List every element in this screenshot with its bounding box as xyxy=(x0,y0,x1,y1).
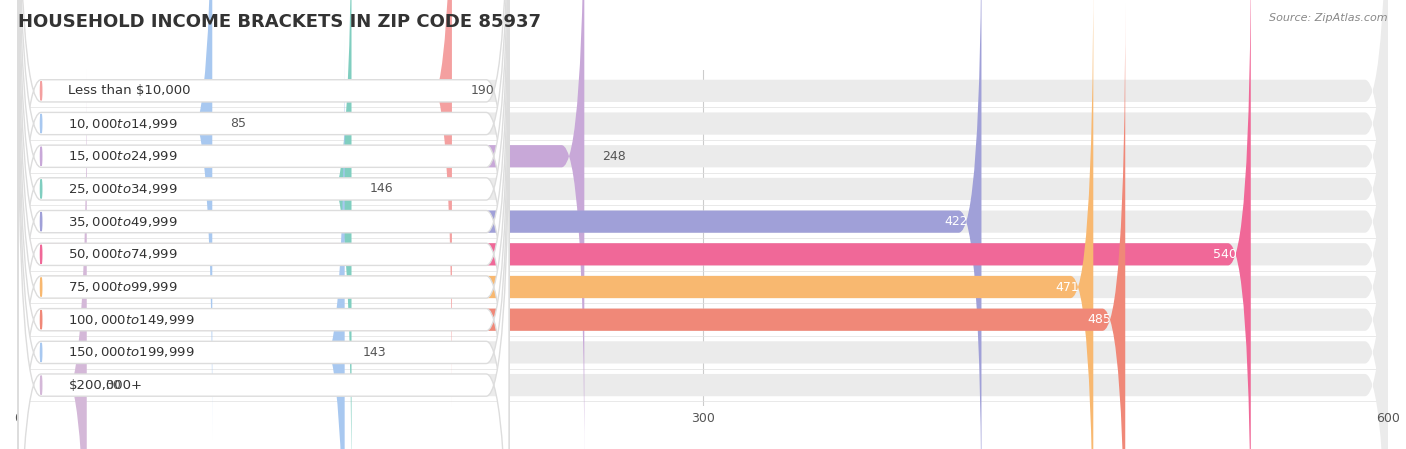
Text: $75,000 to $99,999: $75,000 to $99,999 xyxy=(69,280,179,294)
FancyBboxPatch shape xyxy=(18,0,509,449)
Text: $150,000 to $199,999: $150,000 to $199,999 xyxy=(69,345,195,359)
FancyBboxPatch shape xyxy=(18,69,509,449)
FancyBboxPatch shape xyxy=(18,0,509,449)
FancyBboxPatch shape xyxy=(18,0,1388,440)
FancyBboxPatch shape xyxy=(18,0,981,449)
Text: $35,000 to $49,999: $35,000 to $49,999 xyxy=(69,215,179,229)
FancyBboxPatch shape xyxy=(18,0,509,449)
FancyBboxPatch shape xyxy=(18,0,1094,449)
FancyBboxPatch shape xyxy=(18,0,1388,407)
Text: Source: ZipAtlas.com: Source: ZipAtlas.com xyxy=(1270,13,1388,23)
FancyBboxPatch shape xyxy=(18,0,1388,449)
Text: 471: 471 xyxy=(1056,281,1080,294)
Text: 146: 146 xyxy=(370,182,394,195)
Text: 485: 485 xyxy=(1088,313,1112,326)
Text: $25,000 to $34,999: $25,000 to $34,999 xyxy=(69,182,179,196)
FancyBboxPatch shape xyxy=(18,4,1388,449)
FancyBboxPatch shape xyxy=(18,0,509,449)
FancyBboxPatch shape xyxy=(18,4,1125,449)
FancyBboxPatch shape xyxy=(18,36,1388,449)
FancyBboxPatch shape xyxy=(18,0,1388,449)
FancyBboxPatch shape xyxy=(18,36,509,449)
FancyBboxPatch shape xyxy=(18,0,352,449)
Text: 540: 540 xyxy=(1213,248,1237,261)
Text: $10,000 to $14,999: $10,000 to $14,999 xyxy=(69,117,179,131)
Text: $50,000 to $74,999: $50,000 to $74,999 xyxy=(69,247,179,261)
Text: 30: 30 xyxy=(105,379,121,392)
FancyBboxPatch shape xyxy=(18,0,1251,449)
Text: HOUSEHOLD INCOME BRACKETS IN ZIP CODE 85937: HOUSEHOLD INCOME BRACKETS IN ZIP CODE 85… xyxy=(18,13,541,31)
FancyBboxPatch shape xyxy=(18,69,1388,449)
FancyBboxPatch shape xyxy=(18,0,212,440)
FancyBboxPatch shape xyxy=(18,0,585,449)
Text: $15,000 to $24,999: $15,000 to $24,999 xyxy=(69,149,179,163)
FancyBboxPatch shape xyxy=(18,0,509,440)
FancyBboxPatch shape xyxy=(18,0,1388,449)
FancyBboxPatch shape xyxy=(18,0,1388,449)
FancyBboxPatch shape xyxy=(18,0,451,407)
FancyBboxPatch shape xyxy=(18,4,509,449)
FancyBboxPatch shape xyxy=(18,69,87,449)
Text: Less than $10,000: Less than $10,000 xyxy=(69,84,191,97)
FancyBboxPatch shape xyxy=(18,0,1388,449)
Text: 248: 248 xyxy=(603,150,626,163)
Text: $100,000 to $149,999: $100,000 to $149,999 xyxy=(69,313,195,327)
Text: 143: 143 xyxy=(363,346,387,359)
FancyBboxPatch shape xyxy=(18,0,509,449)
Text: $200,000+: $200,000+ xyxy=(69,379,142,392)
Text: 85: 85 xyxy=(231,117,246,130)
Text: 422: 422 xyxy=(945,215,967,228)
FancyBboxPatch shape xyxy=(18,36,344,449)
FancyBboxPatch shape xyxy=(18,0,509,407)
Text: 190: 190 xyxy=(470,84,494,97)
